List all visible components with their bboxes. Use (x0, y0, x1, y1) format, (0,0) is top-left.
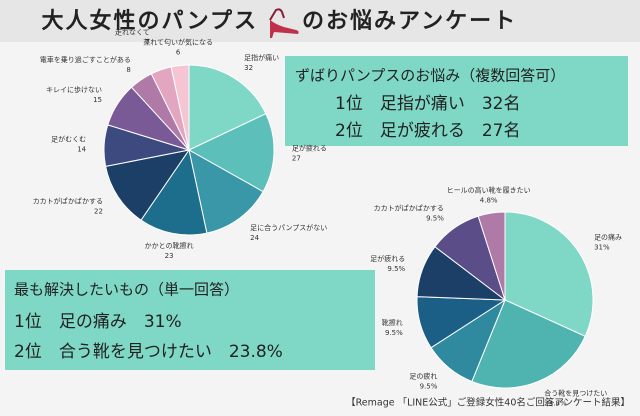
slice-value: 9.5% (420, 383, 438, 391)
slice-value: 22 (94, 208, 103, 216)
slice-label: キレイに歩けない (46, 85, 102, 94)
slice-value: 15 (93, 96, 102, 104)
slice-value: 23.8% (544, 399, 567, 407)
slice-label: 走れなくて (115, 29, 150, 37)
slice-value: 23 (165, 252, 174, 260)
slice-value: 9.5% (426, 214, 444, 222)
slice-label: 合う靴を見つけたい (544, 388, 607, 397)
slice-value: 8 (126, 66, 130, 74)
slice-value: 32 (244, 64, 253, 72)
summary-box (285, 56, 628, 146)
box-line: 2位 合う靴を見つけたい 23.8% (14, 342, 283, 362)
pie-slice (477, 211, 506, 301)
pie-slice (105, 149, 191, 221)
pie-slice (140, 148, 208, 236)
slice-label: 足が疲れる (370, 254, 405, 263)
slice-label: カカトがぱかぱかする (374, 203, 444, 212)
summary-box (5, 270, 375, 370)
slice-value: 7 (145, 39, 149, 47)
slice-label: ヒールの高い靴を履きたい (447, 185, 531, 194)
slice-label: 足に合うパンプスがない (250, 223, 327, 232)
box-line: 1位 足の痛み 31% (14, 312, 182, 332)
slice-label: 靴擦れ (382, 318, 403, 327)
slice-label: 足指が痛い (244, 53, 279, 62)
pie-slice (187, 113, 275, 193)
slice-value: 9.5% (385, 329, 403, 337)
pie-slice (188, 149, 264, 234)
slice-label: 蒸れて匂いが気になる (143, 38, 213, 47)
pies: 足指が痛い 32 足が疲れる 27 足に合うパンプスがない 24 かかとの靴擦れ 23 カカトが… (33, 29, 622, 408)
pie-slice (471, 299, 586, 389)
box-title: 最も解決したいもの（単一回答） (14, 281, 239, 299)
box-title: ずばりパンプスのお悩み（複数回答可） (295, 67, 565, 85)
slice-label: 足の痛み (594, 233, 622, 242)
slice-label: 電車を乗り過ごすことがある (40, 55, 131, 64)
slice-value: 27 (292, 155, 301, 163)
footer: 【Remage 「LINE公式」ご登録女性40名ご回答アンケート結果】 (346, 397, 630, 409)
slice-value: 14 (77, 146, 86, 154)
title-part: 大人女性のパンプス (42, 8, 258, 34)
slice-value: 9.5% (387, 265, 405, 273)
title-part: のお悩みアンケート (302, 9, 517, 34)
slice-label: 足の疲れ (409, 372, 437, 381)
pie-slice (188, 64, 267, 151)
box-line: 2位 足が疲れる 27名 (335, 121, 520, 141)
box-line: 1位 足指が痛い 32名 (335, 94, 520, 114)
slice-label: 足が疲れる (292, 144, 327, 153)
pie-slice (170, 64, 190, 151)
slice-label: カカトがぱかぱかする (33, 197, 103, 206)
slice-label: 足がむくむ (51, 135, 86, 144)
slice-value: 24 (250, 234, 259, 242)
title-band (0, 0, 640, 42)
slice-value: 4.8% (480, 196, 498, 204)
slice-value: 6 (176, 49, 181, 57)
slice-value: 31% (594, 244, 610, 252)
pie-slice (504, 211, 594, 337)
heel-icon (269, 8, 299, 38)
slice-label: かかとの靴擦れ (145, 241, 194, 250)
